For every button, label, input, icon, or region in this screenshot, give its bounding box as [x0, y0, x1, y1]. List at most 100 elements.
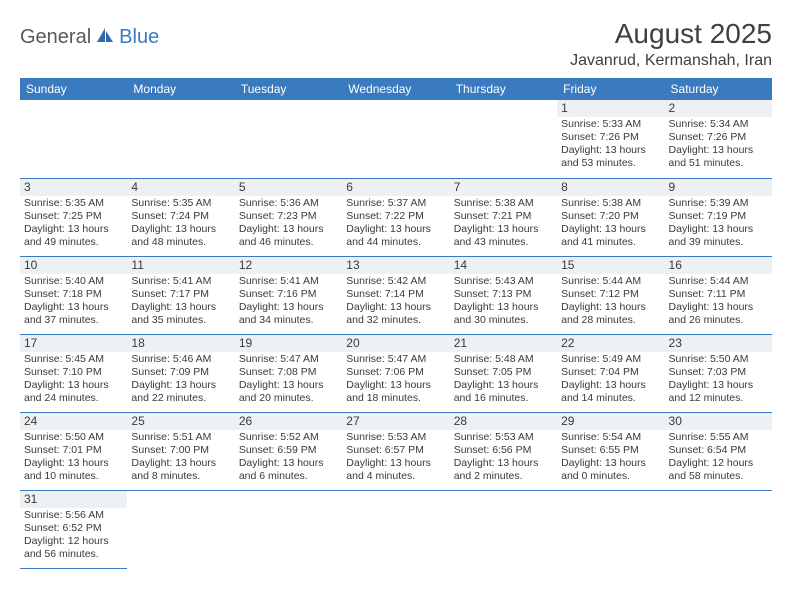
day-number: 25: [127, 413, 234, 430]
day-number: 11: [127, 257, 234, 274]
calendar-cell: [557, 490, 664, 568]
day-number: 1: [557, 100, 664, 117]
calendar-cell: 30Sunrise: 5:55 AMSunset: 6:54 PMDayligh…: [665, 412, 772, 490]
daylight-text: Daylight: 13 hours: [131, 379, 230, 392]
sunrise-text: Sunrise: 5:38 AM: [561, 197, 660, 210]
calendar-cell: 5Sunrise: 5:36 AMSunset: 7:23 PMDaylight…: [235, 178, 342, 256]
sunrise-text: Sunrise: 5:36 AM: [239, 197, 338, 210]
sunset-text: Sunset: 7:09 PM: [131, 366, 230, 379]
calendar-cell: 24Sunrise: 5:50 AMSunset: 7:01 PMDayligh…: [20, 412, 127, 490]
daylight-text: Daylight: 12 hours: [24, 535, 123, 548]
calendar-cell: 14Sunrise: 5:43 AMSunset: 7:13 PMDayligh…: [450, 256, 557, 334]
calendar-cell: [665, 490, 772, 568]
sunrise-text: Sunrise: 5:50 AM: [669, 353, 768, 366]
daylight-text: and 49 minutes.: [24, 236, 123, 249]
daylight-text: and 4 minutes.: [346, 470, 445, 483]
sunset-text: Sunset: 6:57 PM: [346, 444, 445, 457]
sunrise-text: Sunrise: 5:46 AM: [131, 353, 230, 366]
calendar-row: 3 Sunrise: 5:35 AM Sunset: 7:25 PM Daylight…: [20, 178, 772, 256]
daylight-text: Daylight: 13 hours: [24, 457, 123, 470]
brand-part1: General: [20, 26, 91, 49]
sunrise-text: Sunrise: 5:41 AM: [131, 275, 230, 288]
daylight-text: and 0 minutes.: [561, 470, 660, 483]
sunrise-text: Sunrise: 5:53 AM: [346, 431, 445, 444]
day-number: 20: [342, 335, 449, 352]
sunset-text: Sunset: 7:14 PM: [346, 288, 445, 301]
daylight-text: Daylight: 13 hours: [346, 223, 445, 236]
calendar-row: 10Sunrise: 5:40 AMSunset: 7:18 PMDayligh…: [20, 256, 772, 334]
day-header: Thursday: [450, 78, 557, 100]
daylight-text: and 39 minutes.: [669, 236, 768, 249]
calendar-cell: [342, 100, 449, 178]
calendar-row: 17Sunrise: 5:45 AMSunset: 7:10 PMDayligh…: [20, 334, 772, 412]
calendar-cell: 31Sunrise: 5:56 AMSunset: 6:52 PMDayligh…: [20, 490, 127, 568]
calendar-cell: 27Sunrise: 5:53 AMSunset: 6:57 PMDayligh…: [342, 412, 449, 490]
day-number: 19: [235, 335, 342, 352]
daylight-text: and 10 minutes.: [24, 470, 123, 483]
calendar-cell: [450, 490, 557, 568]
day-number: 10: [20, 257, 127, 274]
calendar-cell: [342, 490, 449, 568]
daylight-text: and 56 minutes.: [24, 548, 123, 561]
sunrise-text: Sunrise: 5:42 AM: [346, 275, 445, 288]
daylight-text: and 22 minutes.: [131, 392, 230, 405]
month-title: August 2025: [570, 18, 772, 50]
day-header: Tuesday: [235, 78, 342, 100]
daylight-text: Daylight: 13 hours: [669, 379, 768, 392]
calendar-cell: 1Sunrise: 5:33 AMSunset: 7:26 PMDaylight…: [557, 100, 664, 178]
daylight-text: Daylight: 13 hours: [669, 144, 768, 157]
day-number: 14: [450, 257, 557, 274]
day-number: 6: [342, 179, 449, 196]
daylight-text: Daylight: 13 hours: [454, 457, 553, 470]
daylight-text: and 46 minutes.: [239, 236, 338, 249]
sunset-text: Sunset: 7:06 PM: [346, 366, 445, 379]
calendar-cell: [235, 100, 342, 178]
sunset-text: Sunset: 7:22 PM: [346, 210, 445, 223]
calendar-row: 31Sunrise: 5:56 AMSunset: 6:52 PMDayligh…: [20, 490, 772, 568]
daylight-text: and 44 minutes.: [346, 236, 445, 249]
daylight-text: and 28 minutes.: [561, 314, 660, 327]
daylight-text: Daylight: 13 hours: [239, 379, 338, 392]
day-number: 7: [450, 179, 557, 196]
day-number: 21: [450, 335, 557, 352]
daylight-text: and 48 minutes.: [131, 236, 230, 249]
sunrise-text: Sunrise: 5:37 AM: [346, 197, 445, 210]
sunset-text: Sunset: 7:23 PM: [239, 210, 338, 223]
sunrise-text: Sunrise: 5:55 AM: [669, 431, 768, 444]
day-number: 17: [20, 335, 127, 352]
calendar-cell: [127, 490, 234, 568]
daylight-text: and 51 minutes.: [669, 157, 768, 170]
sunrise-text: Sunrise: 5:35 AM: [131, 197, 230, 210]
calendar-cell: [127, 100, 234, 178]
day-number: 3: [20, 179, 127, 196]
day-header: Monday: [127, 78, 234, 100]
daylight-text: and 24 minutes.: [24, 392, 123, 405]
title-block: August 2025 Javanrud, Kermanshah, Iran: [570, 18, 772, 70]
sunset-text: Sunset: 7:18 PM: [24, 288, 123, 301]
calendar-cell: [20, 100, 127, 178]
calendar-cell: 2Sunrise: 5:34 AMSunset: 7:26 PMDaylight…: [665, 100, 772, 178]
calendar-cell: 22Sunrise: 5:49 AMSunset: 7:04 PMDayligh…: [557, 334, 664, 412]
sunrise-text: Sunrise: 5:33 AM: [561, 118, 660, 131]
daylight-text: and 37 minutes.: [24, 314, 123, 327]
sunset-text: Sunset: 7:16 PM: [239, 288, 338, 301]
sunrise-text: Sunrise: 5:51 AM: [131, 431, 230, 444]
calendar-row: 24Sunrise: 5:50 AMSunset: 7:01 PMDayligh…: [20, 412, 772, 490]
daylight-text: and 16 minutes.: [454, 392, 553, 405]
sunrise-text: Sunrise: 5:54 AM: [561, 431, 660, 444]
sunrise-text: Sunrise: 5:41 AM: [239, 275, 338, 288]
calendar-cell: 29Sunrise: 5:54 AMSunset: 6:55 PMDayligh…: [557, 412, 664, 490]
sunset-text: Sunset: 7:25 PM: [24, 210, 123, 223]
day-number: 8: [557, 179, 664, 196]
sunrise-text: Sunrise: 5:39 AM: [669, 197, 768, 210]
calendar-cell: 17Sunrise: 5:45 AMSunset: 7:10 PMDayligh…: [20, 334, 127, 412]
day-number: 27: [342, 413, 449, 430]
calendar-cell: 19Sunrise: 5:47 AMSunset: 7:08 PMDayligh…: [235, 334, 342, 412]
daylight-text: Daylight: 13 hours: [454, 379, 553, 392]
daylight-text: and 43 minutes.: [454, 236, 553, 249]
day-number: 23: [665, 335, 772, 352]
calendar-cell: 18Sunrise: 5:46 AMSunset: 7:09 PMDayligh…: [127, 334, 234, 412]
day-number: 30: [665, 413, 772, 430]
daylight-text: and 2 minutes.: [454, 470, 553, 483]
daylight-text: Daylight: 13 hours: [561, 144, 660, 157]
